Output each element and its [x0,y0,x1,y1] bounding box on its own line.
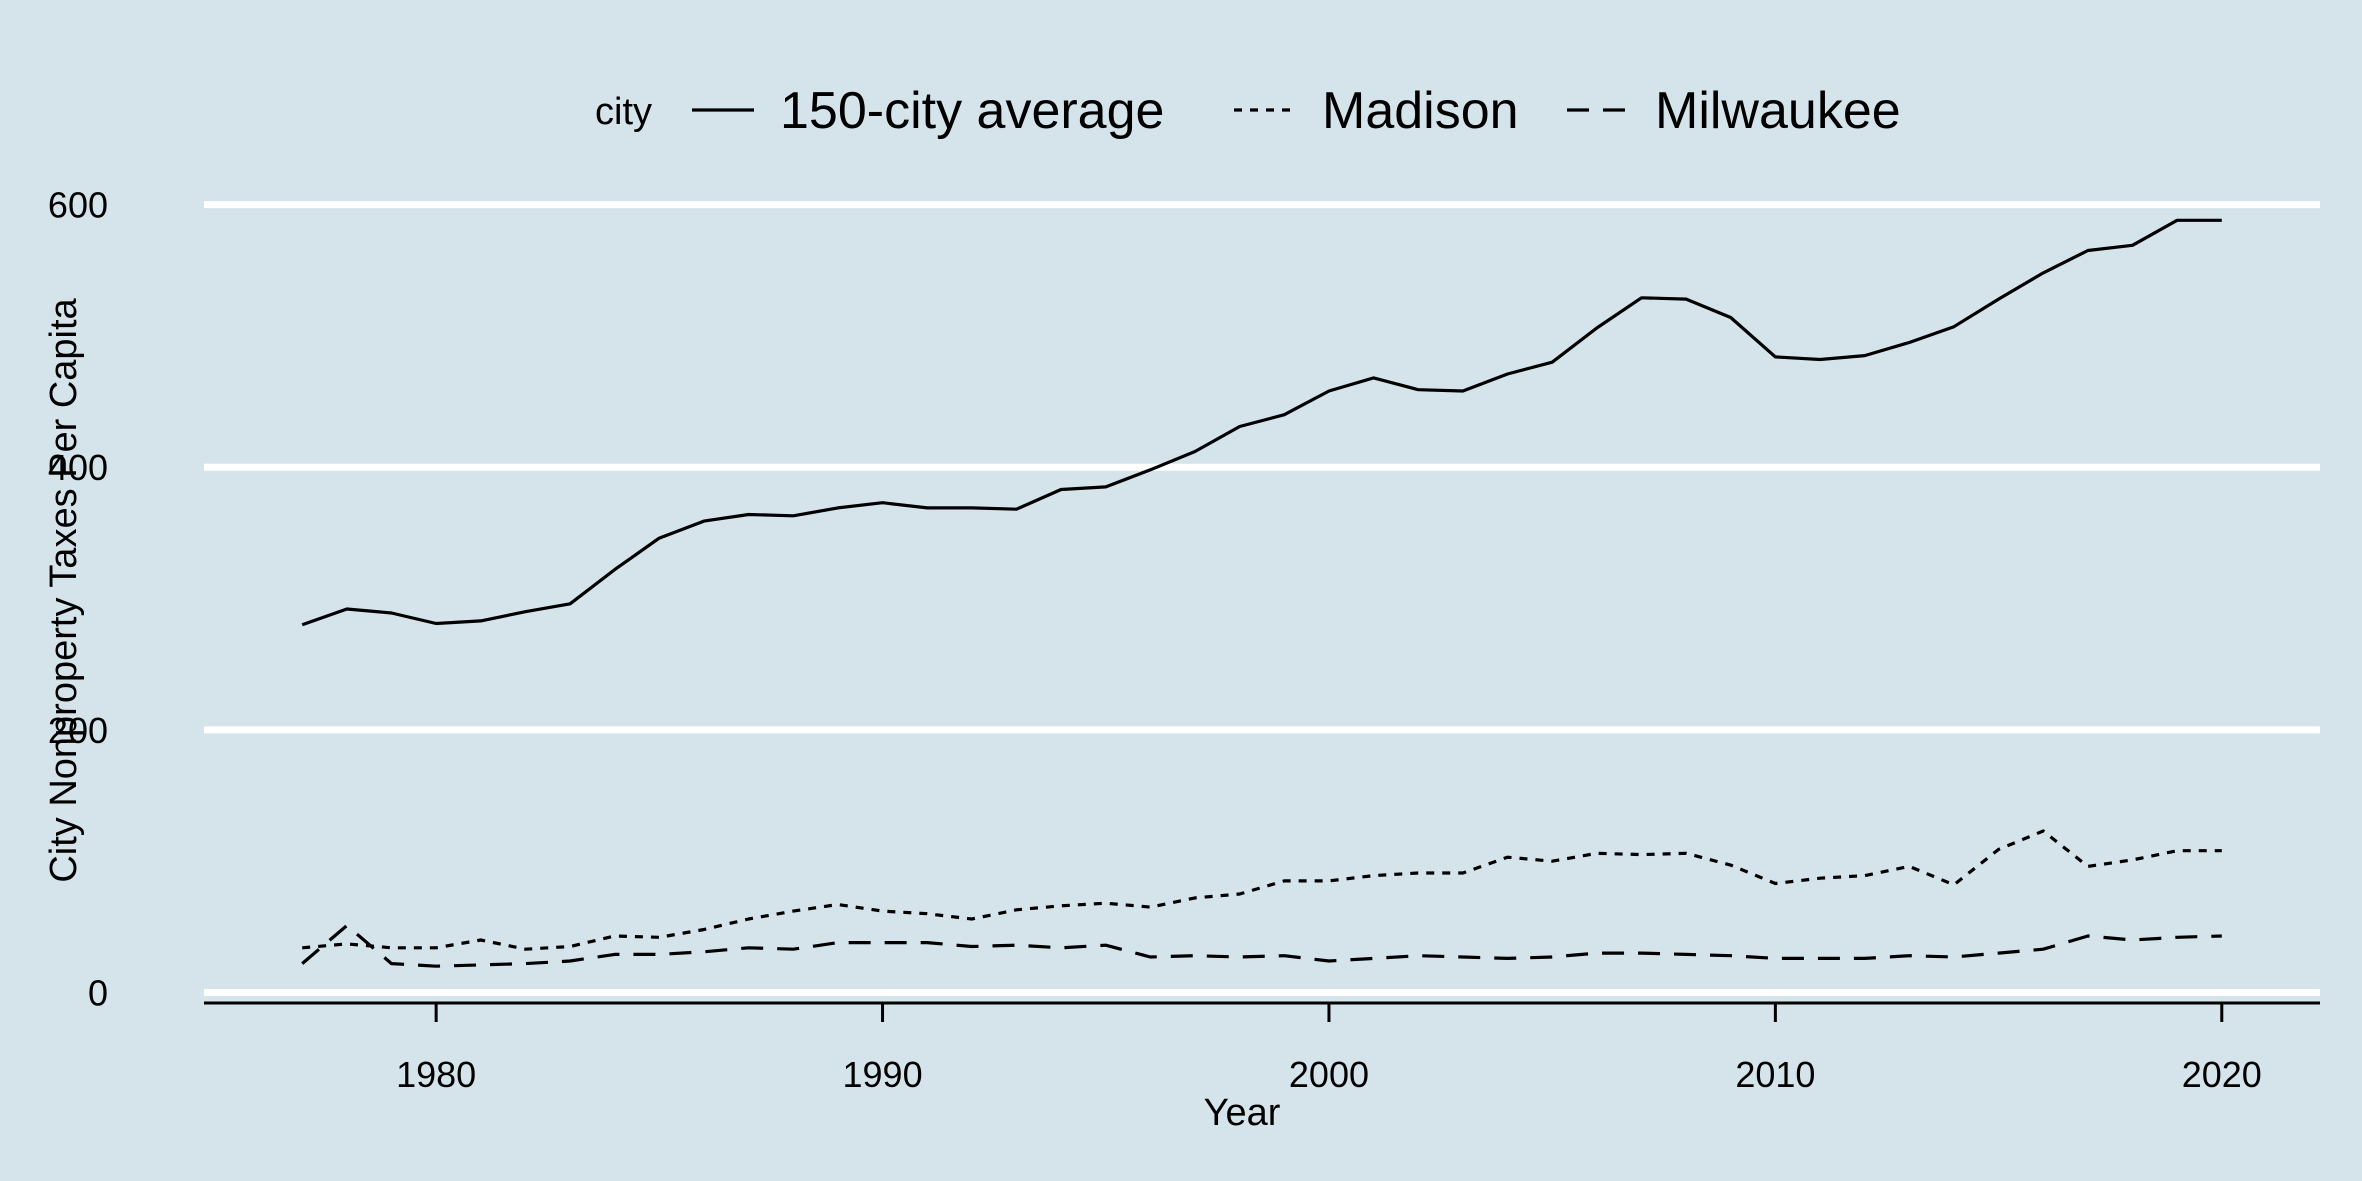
series-lines [301,218,2222,968]
y-tick-label: 0 [88,972,108,1013]
series-line-madison [302,829,2222,951]
y-axis-ticks: 0 200 400 600 [48,185,108,1014]
legend-label: 150-city average [780,82,1164,140]
legend-label: Madison [1322,82,1519,140]
x-tick-label: 2010 [1735,1054,1815,1095]
series-line-150-city-average [301,218,2222,627]
x-axis: 1980 1990 2000 2010 2020 [204,1001,2320,1095]
series-line-milwaukee [301,923,2222,968]
y-tick-label: 400 [48,447,108,488]
y-axis-title: City Nonproperty Taxes Per Capita [43,297,85,882]
legend-label: Milwaukee [1655,82,1901,140]
x-tick-label: 1980 [396,1054,476,1095]
x-tick-label: 2020 [2182,1054,2262,1095]
x-tick-label: 2000 [1289,1054,1369,1095]
y-tick-label: 600 [48,185,108,226]
legend-title: city [595,91,652,133]
x-axis-title: Year [1204,1092,1281,1134]
gridlines [204,201,2320,996]
legend: city 150-city average Madison Milwaukee [595,82,1901,140]
x-tick-label: 1990 [843,1054,923,1095]
y-tick-label: 200 [48,710,108,751]
